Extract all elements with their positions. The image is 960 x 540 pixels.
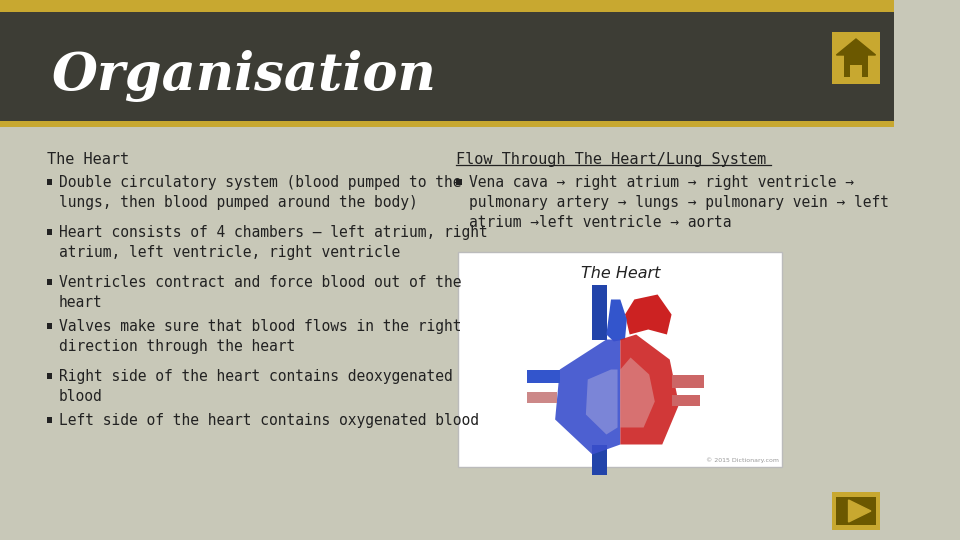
Text: The Heart: The Heart — [581, 266, 660, 281]
Bar — [836, 497, 876, 525]
Polygon shape — [586, 369, 617, 435]
Text: Ventricles contract and force blood out of the
heart: Ventricles contract and force blood out … — [59, 275, 461, 310]
Text: Left side of the heart contains oxygenated blood: Left side of the heart contains oxygenat… — [59, 413, 479, 428]
Bar — [458, 252, 782, 467]
Bar — [456, 179, 462, 185]
Bar — [0, 12, 894, 127]
Text: Valves make sure that blood flows in the right
direction through the heart: Valves make sure that blood flows in the… — [59, 319, 461, 354]
Bar — [672, 395, 700, 406]
Polygon shape — [836, 39, 876, 55]
Polygon shape — [620, 357, 655, 428]
Polygon shape — [555, 340, 620, 455]
Bar — [47, 373, 52, 379]
Text: Right side of the heart contains deoxygenated
blood: Right side of the heart contains deoxyge… — [59, 369, 452, 404]
Bar — [0, 0, 894, 12]
Bar — [592, 444, 608, 475]
Bar — [47, 229, 52, 235]
Bar — [844, 55, 868, 77]
Polygon shape — [607, 300, 627, 341]
Bar — [831, 492, 880, 530]
Bar — [672, 375, 705, 388]
Text: Organisation: Organisation — [51, 50, 436, 102]
Bar — [527, 392, 557, 402]
Text: The Heart: The Heart — [47, 152, 129, 167]
Bar — [831, 32, 880, 84]
Text: Flow Through The Heart/Lung System: Flow Through The Heart/Lung System — [456, 152, 767, 167]
Bar — [527, 369, 560, 382]
Text: © 2015 Dictionary.com: © 2015 Dictionary.com — [706, 457, 779, 463]
Text: Heart consists of 4 chambers – left atrium, right
atrium, left ventricle, right : Heart consists of 4 chambers – left atri… — [59, 225, 488, 260]
Polygon shape — [849, 500, 871, 522]
Bar — [851, 65, 861, 77]
Bar — [47, 417, 52, 423]
Bar — [592, 285, 608, 340]
Polygon shape — [625, 294, 672, 334]
Bar — [0, 121, 894, 127]
Text: Double circulatory system (blood pumped to the
lungs, then blood pumped around t: Double circulatory system (blood pumped … — [59, 175, 461, 210]
Bar — [47, 179, 52, 185]
Polygon shape — [620, 334, 679, 444]
Bar — [47, 323, 52, 329]
Bar — [47, 279, 52, 285]
Text: Vena cava → right atrium → right ventricle →
pulmonary artery → lungs → pulmonar: Vena cava → right atrium → right ventric… — [468, 175, 889, 230]
